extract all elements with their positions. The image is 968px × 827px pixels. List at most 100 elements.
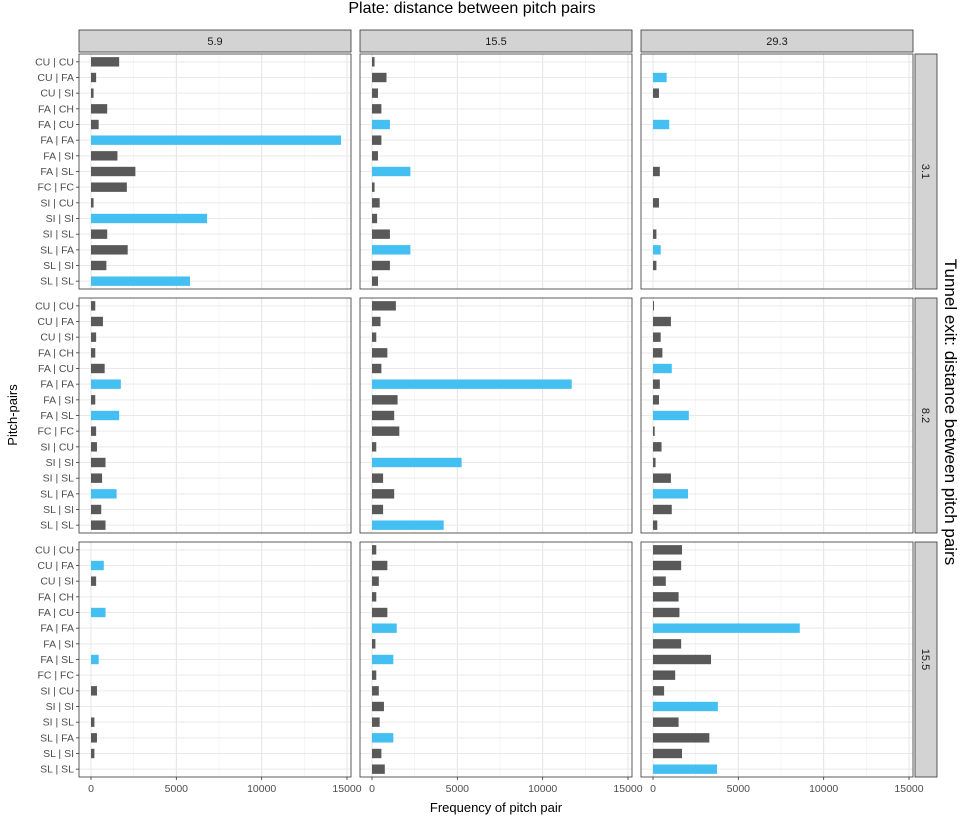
bar <box>653 473 671 483</box>
y-tick-label: SI | CU <box>40 441 74 453</box>
y-tick-label: FA | CH <box>38 591 74 603</box>
y-tick-label: SI | CU <box>40 197 74 209</box>
y-tick-label: FA | FA <box>40 623 74 635</box>
row-strip-label: 15.5 <box>919 649 931 670</box>
bar <box>91 733 97 743</box>
bar <box>372 72 387 83</box>
panel-border <box>640 297 914 534</box>
bar <box>372 213 378 224</box>
bar <box>91 607 106 618</box>
y-tick-label: SL | FA <box>40 732 74 744</box>
panel-border <box>359 297 633 534</box>
bar <box>372 748 382 759</box>
bar <box>653 442 662 452</box>
x-tick-label: 0 <box>88 783 94 795</box>
bar <box>372 733 394 743</box>
y-tick-label: FC | FC <box>37 426 74 438</box>
bar <box>91 410 120 421</box>
row-facet-axis-label: Tunnel exit: distance between pitch pair… <box>941 259 960 566</box>
bar <box>91 379 121 389</box>
column-strip <box>78 29 352 53</box>
bar <box>91 229 108 239</box>
x-tick-label: 10000 <box>247 783 276 795</box>
bar <box>91 363 105 374</box>
x-tick-label: 10000 <box>809 783 838 795</box>
y-tick-label: FA | FA <box>40 135 74 147</box>
bar <box>372 301 396 311</box>
bar <box>653 410 689 421</box>
bar <box>372 276 378 286</box>
y-tick-label: FA | SI <box>43 638 74 650</box>
bar <box>372 545 377 555</box>
y-tick-label: CU | SI <box>40 332 74 344</box>
bar <box>653 520 658 530</box>
y-tick-label: SL | SL <box>40 764 74 776</box>
bar <box>372 198 380 208</box>
bar <box>372 332 377 342</box>
column-strip-label: 5.9 <box>207 36 222 48</box>
bar <box>653 748 683 759</box>
bar <box>91 748 95 759</box>
bar <box>372 348 388 358</box>
bar <box>372 166 411 177</box>
bar <box>372 182 375 192</box>
bar <box>653 576 666 586</box>
panel-border <box>640 53 914 290</box>
bar <box>91 276 190 286</box>
bar <box>91 166 136 177</box>
bar <box>372 717 380 727</box>
bar <box>372 701 384 712</box>
y-tick-label: SL | SI <box>43 260 74 272</box>
y-tick-label: SI | SI <box>46 213 74 225</box>
bar <box>91 426 97 436</box>
panel-border <box>359 541 633 778</box>
bar <box>372 316 381 327</box>
y-tick-label: SI | SL <box>43 717 74 729</box>
column-strip-label: 15.5 <box>485 36 506 48</box>
bar <box>91 395 96 405</box>
bar <box>91 72 97 83</box>
column-strip-label: 29.3 <box>766 36 787 48</box>
bar <box>653 623 800 633</box>
bar <box>91 332 97 342</box>
bar <box>653 764 717 774</box>
bar <box>653 701 718 712</box>
y-tick-label: FA | CU <box>38 363 74 375</box>
bar <box>91 119 99 130</box>
x-tick-label: 15000 <box>613 783 642 795</box>
bar <box>653 363 672 374</box>
bar <box>372 410 395 421</box>
row-strip-label: 8.2 <box>919 408 931 423</box>
y-tick-label: SI | SL <box>43 229 74 241</box>
y-tick-label: CU | FA <box>37 560 74 572</box>
bar <box>91 442 97 452</box>
bar <box>91 654 99 665</box>
bar <box>372 457 462 468</box>
y-tick-label: FA | CU <box>38 607 74 619</box>
bar <box>653 560 682 571</box>
bar <box>91 316 103 327</box>
bar <box>653 395 659 405</box>
bar <box>372 592 377 602</box>
bar <box>653 301 654 311</box>
y-tick-label: CU | CU <box>35 544 74 556</box>
y-tick-label: SL | SI <box>43 748 74 760</box>
bar <box>91 245 128 255</box>
bar <box>372 88 378 98</box>
bar <box>653 639 682 649</box>
y-tick-label: FA | CH <box>38 347 74 359</box>
x-tick-label: 10000 <box>528 783 557 795</box>
bar <box>653 686 665 696</box>
y-tick-label: FC | FC <box>37 670 74 682</box>
bar <box>653 72 667 83</box>
bar <box>653 332 661 342</box>
bar <box>91 473 103 483</box>
bar <box>372 686 379 696</box>
y-tick-label: SL | SL <box>40 276 74 288</box>
bar <box>372 119 390 130</box>
bar <box>653 260 657 271</box>
bar <box>372 442 377 452</box>
bar <box>372 654 394 665</box>
facet-panels: 5.9 15.5 29.3 3.1 8.2 15.5 CU | CU CU | FA CU | … <box>35 29 938 795</box>
